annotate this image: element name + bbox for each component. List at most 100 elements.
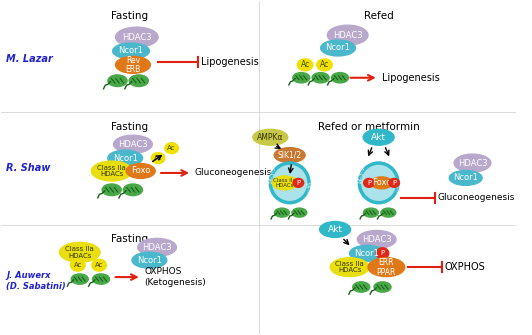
Ellipse shape	[293, 73, 310, 83]
Text: Lipogenesis: Lipogenesis	[201, 57, 259, 67]
Text: AMPKα: AMPKα	[257, 133, 284, 142]
Ellipse shape	[454, 154, 491, 172]
Text: R. Shaw: R. Shaw	[6, 163, 51, 173]
Text: M. Lazar: M. Lazar	[6, 54, 53, 64]
Text: Class IIa
HDACs: Class IIa HDACs	[65, 246, 94, 259]
Ellipse shape	[108, 75, 127, 86]
Text: P: P	[367, 180, 371, 186]
Ellipse shape	[297, 59, 313, 71]
Text: Foxo: Foxo	[372, 178, 391, 187]
Ellipse shape	[350, 245, 385, 261]
Text: Ncor1: Ncor1	[113, 153, 138, 162]
Text: Ac: Ac	[73, 262, 82, 268]
Ellipse shape	[327, 25, 368, 45]
Ellipse shape	[374, 282, 391, 292]
Text: Class IIa
HDACs: Class IIa HDACs	[97, 165, 126, 177]
Ellipse shape	[115, 27, 158, 47]
Ellipse shape	[389, 179, 400, 187]
Ellipse shape	[93, 274, 110, 284]
Text: Ncor1: Ncor1	[453, 174, 478, 183]
Ellipse shape	[151, 153, 165, 163]
Circle shape	[270, 163, 309, 203]
Text: Refed: Refed	[364, 234, 394, 245]
Text: Refed or metformin: Refed or metformin	[318, 122, 420, 132]
Text: HDAC3: HDAC3	[143, 243, 172, 252]
Ellipse shape	[371, 177, 392, 189]
Ellipse shape	[275, 208, 289, 217]
Ellipse shape	[129, 75, 148, 86]
Text: HDAC3: HDAC3	[458, 158, 487, 168]
Text: P: P	[380, 250, 385, 256]
Ellipse shape	[108, 150, 143, 166]
Ellipse shape	[331, 73, 348, 83]
Ellipse shape	[376, 248, 389, 259]
Ellipse shape	[274, 148, 305, 162]
Text: HDAC3: HDAC3	[333, 30, 362, 40]
Ellipse shape	[363, 208, 378, 217]
Ellipse shape	[364, 179, 375, 187]
Text: Ac: Ac	[95, 262, 103, 268]
Text: SIK1/2: SIK1/2	[278, 151, 302, 159]
Ellipse shape	[330, 258, 369, 277]
Ellipse shape	[292, 208, 307, 217]
Text: Class IIa
HDACs: Class IIa HDACs	[273, 178, 296, 188]
Ellipse shape	[358, 230, 396, 248]
Text: HDAC3: HDAC3	[362, 235, 392, 244]
Text: Ac: Ac	[320, 60, 329, 69]
Text: Akt: Akt	[328, 225, 343, 234]
Text: Gluconeogenesis: Gluconeogenesis	[438, 193, 515, 202]
Ellipse shape	[115, 56, 151, 73]
Ellipse shape	[71, 259, 85, 271]
Text: Ncor1: Ncor1	[119, 47, 144, 56]
Text: Ac: Ac	[301, 60, 310, 69]
Ellipse shape	[114, 135, 152, 153]
Text: Rev
ERB: Rev ERB	[126, 56, 140, 74]
Text: HDAC3: HDAC3	[118, 140, 148, 149]
Circle shape	[359, 163, 398, 203]
Ellipse shape	[317, 59, 332, 71]
Text: 14-3-3: 14-3-3	[303, 182, 311, 200]
Text: Fasting: Fasting	[112, 234, 148, 245]
Text: Ncor1: Ncor1	[326, 44, 351, 53]
Ellipse shape	[272, 176, 297, 190]
Text: OXPHOS: OXPHOS	[444, 262, 485, 272]
Text: Fasting: Fasting	[112, 11, 148, 21]
Ellipse shape	[113, 43, 149, 59]
Text: 14-3-3: 14-3-3	[268, 165, 276, 184]
Ellipse shape	[138, 239, 177, 256]
Text: Fasting: Fasting	[112, 122, 148, 132]
Text: Lipogenesis: Lipogenesis	[381, 73, 439, 83]
Ellipse shape	[165, 143, 178, 154]
Ellipse shape	[126, 163, 155, 179]
Text: 14-3-3: 14-3-3	[392, 182, 400, 200]
Ellipse shape	[320, 221, 351, 238]
Text: OXPHOS
(Ketogenesis): OXPHOS (Ketogenesis)	[145, 267, 206, 287]
Ellipse shape	[312, 73, 329, 83]
Text: ERR
PPAR: ERR PPAR	[377, 258, 396, 276]
Text: 14-3-3: 14-3-3	[357, 165, 365, 184]
Ellipse shape	[123, 184, 143, 196]
Text: Refed: Refed	[364, 11, 394, 21]
Text: HDAC3: HDAC3	[122, 32, 152, 42]
Ellipse shape	[60, 243, 100, 262]
Text: P: P	[296, 180, 301, 186]
Ellipse shape	[92, 161, 132, 181]
Ellipse shape	[132, 252, 167, 268]
Ellipse shape	[92, 259, 106, 271]
Text: P: P	[392, 180, 396, 186]
Ellipse shape	[449, 171, 482, 185]
Ellipse shape	[363, 129, 394, 145]
Ellipse shape	[71, 274, 88, 284]
Text: Class IIa
HDACs: Class IIa HDACs	[335, 261, 364, 273]
Ellipse shape	[381, 208, 396, 217]
Text: J. Auwerx
(D. Sabatini): J. Auwerx (D. Sabatini)	[6, 271, 66, 291]
Ellipse shape	[368, 258, 405, 277]
Ellipse shape	[321, 40, 355, 56]
Ellipse shape	[353, 282, 370, 292]
Text: Gluconeogenesis: Gluconeogenesis	[195, 169, 272, 178]
Text: Ac: Ac	[168, 145, 176, 151]
Text: Akt: Akt	[371, 133, 386, 142]
Text: Ncor1: Ncor1	[355, 249, 379, 258]
Text: Ncor1: Ncor1	[137, 256, 162, 265]
Text: Ac: Ac	[154, 155, 162, 161]
